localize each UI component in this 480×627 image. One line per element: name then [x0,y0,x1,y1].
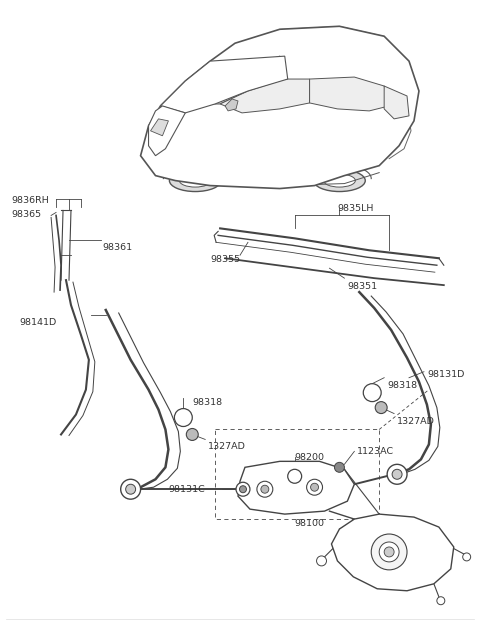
Circle shape [236,482,250,496]
Circle shape [186,428,198,440]
Text: 9835LH: 9835LH [337,204,374,213]
Polygon shape [225,99,238,111]
Text: 1327AD: 1327AD [397,416,435,426]
Circle shape [307,479,323,495]
Text: 98141D: 98141D [19,318,57,327]
Text: 98131C: 98131C [168,485,205,493]
Text: 98318: 98318 [192,398,222,407]
Circle shape [437,597,445,604]
Polygon shape [160,56,288,113]
Circle shape [387,465,407,484]
Circle shape [240,486,246,493]
Polygon shape [210,56,285,104]
Text: 98365: 98365 [12,211,41,219]
Circle shape [463,553,471,561]
Circle shape [375,402,387,414]
Circle shape [379,542,399,562]
Ellipse shape [180,174,211,187]
Circle shape [371,534,407,570]
Text: 98361: 98361 [103,243,133,252]
Circle shape [120,479,141,499]
Circle shape [126,484,136,494]
Polygon shape [384,86,409,119]
Circle shape [363,384,381,402]
Text: 98351: 98351 [348,282,377,291]
Circle shape [316,556,326,566]
Polygon shape [310,77,389,111]
Ellipse shape [324,174,355,187]
Text: 98355: 98355 [210,255,240,264]
Text: 98200: 98200 [295,453,324,462]
Circle shape [174,409,192,426]
Polygon shape [220,79,310,113]
Text: 98131D: 98131D [427,370,464,379]
Polygon shape [238,461,354,514]
Ellipse shape [169,170,221,191]
Circle shape [257,482,273,497]
Text: 1327AD: 1327AD [208,443,246,451]
Text: 98318: 98318 [387,381,417,390]
Ellipse shape [313,170,365,191]
Polygon shape [151,119,168,136]
Circle shape [311,483,319,491]
Polygon shape [332,514,454,591]
Circle shape [261,485,269,493]
Text: 98100: 98100 [295,519,324,528]
Circle shape [392,469,402,479]
Text: 1123AC: 1123AC [357,448,395,456]
Circle shape [288,469,301,483]
Circle shape [384,547,394,557]
Circle shape [335,462,344,472]
Polygon shape [141,26,419,189]
Text: 9836RH: 9836RH [12,196,49,204]
Polygon shape [148,106,185,155]
